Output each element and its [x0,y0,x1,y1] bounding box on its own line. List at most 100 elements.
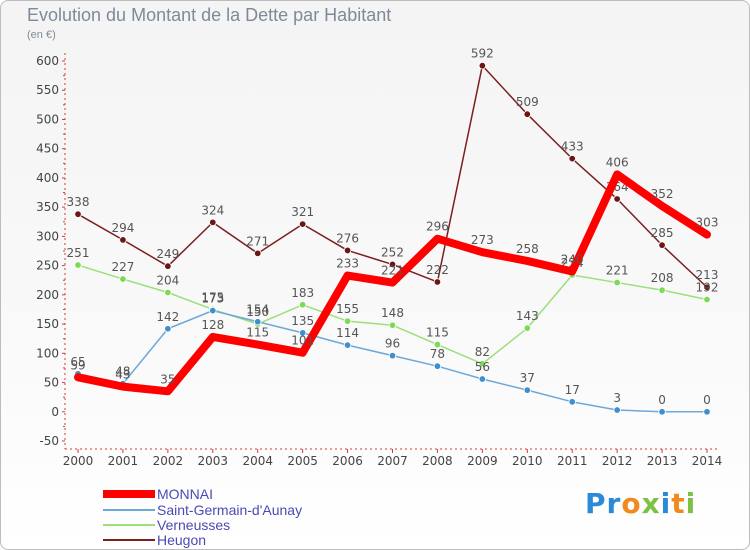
data-label-heugon: 509 [516,95,539,109]
data-label-saint-germain-d-aunay: 17 [565,383,580,397]
chart-subtitle: (en €) [27,29,56,41]
data-label-saint-germain-d-aunay: 114 [336,326,359,340]
data-label-monnai: 43 [115,368,130,382]
data-point-saint-germain-d-aunay [388,351,397,360]
data-point-verneusses [74,261,82,269]
data-label-verneusses: 155 [336,302,359,316]
data-point-heugon [164,262,172,270]
data-point-saint-germain-d-aunay [613,406,621,414]
data-label-heugon: 222 [426,263,449,277]
data-point-heugon [568,154,576,163]
data-label-verneusses: 251 [67,246,90,260]
x-tick-label: 2002 [153,454,184,468]
data-label-verneusses: 175 [201,290,224,304]
x-tick-label: 2012 [602,454,633,468]
legend-swatch [103,539,155,541]
data-label-heugon: 285 [651,226,674,240]
data-label-verneusses: 82 [475,345,490,359]
data-point-saint-germain-d-aunay [433,362,442,370]
data-label-heugon: 271 [246,234,269,248]
data-point-heugon [613,195,621,203]
legend-swatch [103,490,155,498]
data-label-verneusses: 204 [156,274,179,288]
data-label-monnai: 115 [246,326,269,340]
data-point-verneusses [298,301,307,309]
y-tick-label: 550 [36,83,59,97]
data-point-saint-germain-d-aunay [703,408,711,416]
y-tick-label: 250 [36,259,59,273]
data-point-heugon [74,210,82,218]
logo-letter: r [606,487,622,520]
y-tick-label: 500 [36,112,59,126]
data-label-heugon: 433 [561,140,584,154]
data-point-verneusses [343,317,352,325]
x-tick-label: 2010 [512,454,543,468]
data-label-monnai: 406 [606,155,629,169]
series-line-monnai [74,170,711,396]
data-label-verneusses: 115 [426,326,449,340]
legend-label: MONNAI [157,486,213,502]
x-tick-label: 2008 [422,454,453,468]
data-label-heugon: 213 [696,268,719,282]
data-label-monnai: 101 [291,334,314,348]
y-tick-label: 100 [36,346,59,360]
chart-title: Evolution du Montant de la Dette par Hab… [27,5,392,25]
data-point-heugon [298,220,307,228]
y-tick-label: -50 [39,434,59,448]
data-label-saint-germain-d-aunay: 0 [658,393,666,407]
data-point-verneusses [164,288,172,297]
x-tick-label: 2003 [198,454,229,468]
data-label-heugon: 338 [67,195,90,209]
data-label-saint-germain-d-aunay: 173 [201,292,224,306]
legend-swatch [103,509,155,511]
data-label-verneusses: 150 [246,305,269,319]
data-label-verneusses: 221 [606,264,629,278]
data-label-saint-germain-d-aunay: 3 [613,391,621,405]
logo-letter: i [685,487,697,520]
data-label-heugon: 294 [111,221,134,235]
data-point-heugon [119,236,127,244]
y-tick-label: 600 [36,54,59,68]
y-tick-label: 0 [51,405,59,419]
data-label-monnai: 273 [471,233,494,247]
logo-letter: x [641,487,661,520]
data-point-heugon [343,246,352,255]
data-label-monnai: 352 [651,187,674,201]
data-label-saint-germain-d-aunay: 154 [246,303,269,317]
x-tick-label: 2005 [287,454,318,468]
data-label-heugon: 321 [291,205,314,219]
data-label-heugon: 592 [471,47,494,61]
data-point-heugon [478,61,487,70]
y-tick-label: 450 [36,142,59,156]
data-point-heugon [658,241,666,249]
data-point-verneusses [613,278,621,287]
x-tick-label: 2001 [108,454,139,468]
data-label-verneusses: 148 [381,306,404,320]
data-label-verneusses: 192 [696,281,719,295]
logo-letter: o [621,487,642,520]
data-label-heugon: 324 [201,203,224,217]
data-label-monnai: 233 [336,257,359,271]
logo-letter: P [585,487,607,520]
data-point-heugon [433,278,442,286]
data-label-monnai: 258 [516,242,539,256]
data-label-heugon: 276 [336,231,359,245]
data-point-saint-germain-d-aunay [298,329,307,337]
data-label-monnai: 221 [381,264,404,278]
data-label-saint-germain-d-aunay: 142 [156,310,179,324]
data-label-saint-germain-d-aunay: 78 [430,347,445,361]
data-point-verneusses [523,324,531,332]
y-tick-label: 150 [36,317,59,331]
y-tick-label: 300 [36,229,59,243]
data-point-heugon [388,260,397,269]
data-label-saint-germain-d-aunay: 56 [475,360,490,374]
data-label-verneusses: 208 [651,271,674,285]
x-tick-label: 2006 [332,454,363,468]
data-label-monnai: 240 [561,252,584,266]
data-point-saint-germain-d-aunay [343,341,352,349]
data-label-heugon: 249 [156,247,179,261]
data-point-verneusses [388,321,397,329]
data-point-heugon [254,249,262,258]
y-tick-label: 400 [36,171,59,185]
